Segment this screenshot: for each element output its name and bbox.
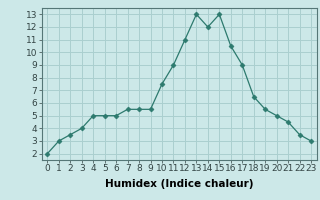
X-axis label: Humidex (Indice chaleur): Humidex (Indice chaleur) xyxy=(105,179,253,189)
